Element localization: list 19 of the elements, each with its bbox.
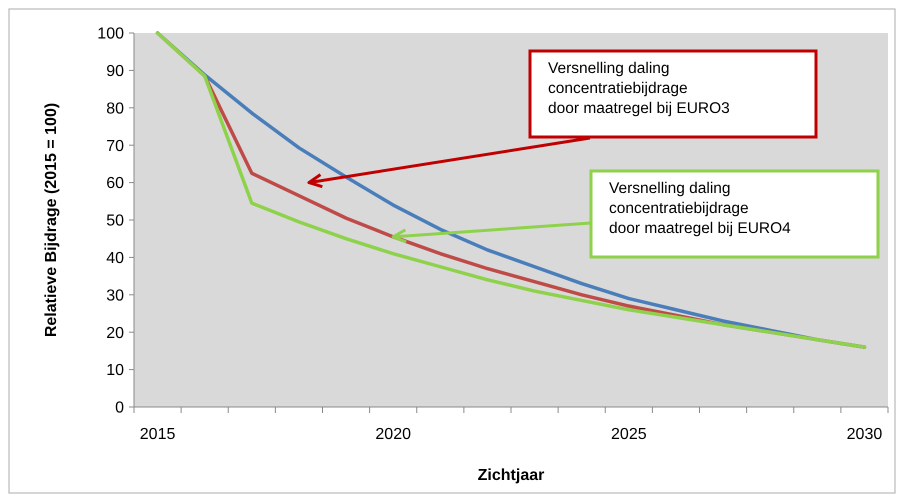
y-tick-label: 70 (106, 138, 124, 155)
y-tick-label: 10 (106, 362, 124, 380)
y-tick-label: 80 (106, 100, 124, 118)
y-axis-title: Relatieve Bijdrage (2015 = 100) (43, 102, 60, 338)
y-tick-label: 100 (97, 26, 124, 43)
x-tick-label: 2015 (140, 426, 176, 443)
annotation: Versnelling daling concentratiebijdrage door maatregel bij EURO4 (609, 180, 792, 237)
y-tick-label: 0 (115, 400, 124, 417)
y-tick-label: 60 (106, 175, 124, 192)
annotation: Versnelling daling concentratiebijdrage door maatregel bij EURO3 (548, 60, 730, 117)
y-tick-label: 20 (106, 324, 124, 342)
y-tick-label: 40 (106, 250, 124, 267)
x-tick-label: 2020 (375, 426, 412, 443)
y-tick-label: 30 (106, 287, 124, 304)
y-tick-label: 50 (106, 212, 124, 230)
y-tick-label: 90 (106, 63, 124, 80)
x-tick-label: 2025 (611, 426, 647, 443)
x-axis-title: Zichtjaar (478, 467, 544, 484)
x-tick-label: 2030 (846, 426, 882, 443)
